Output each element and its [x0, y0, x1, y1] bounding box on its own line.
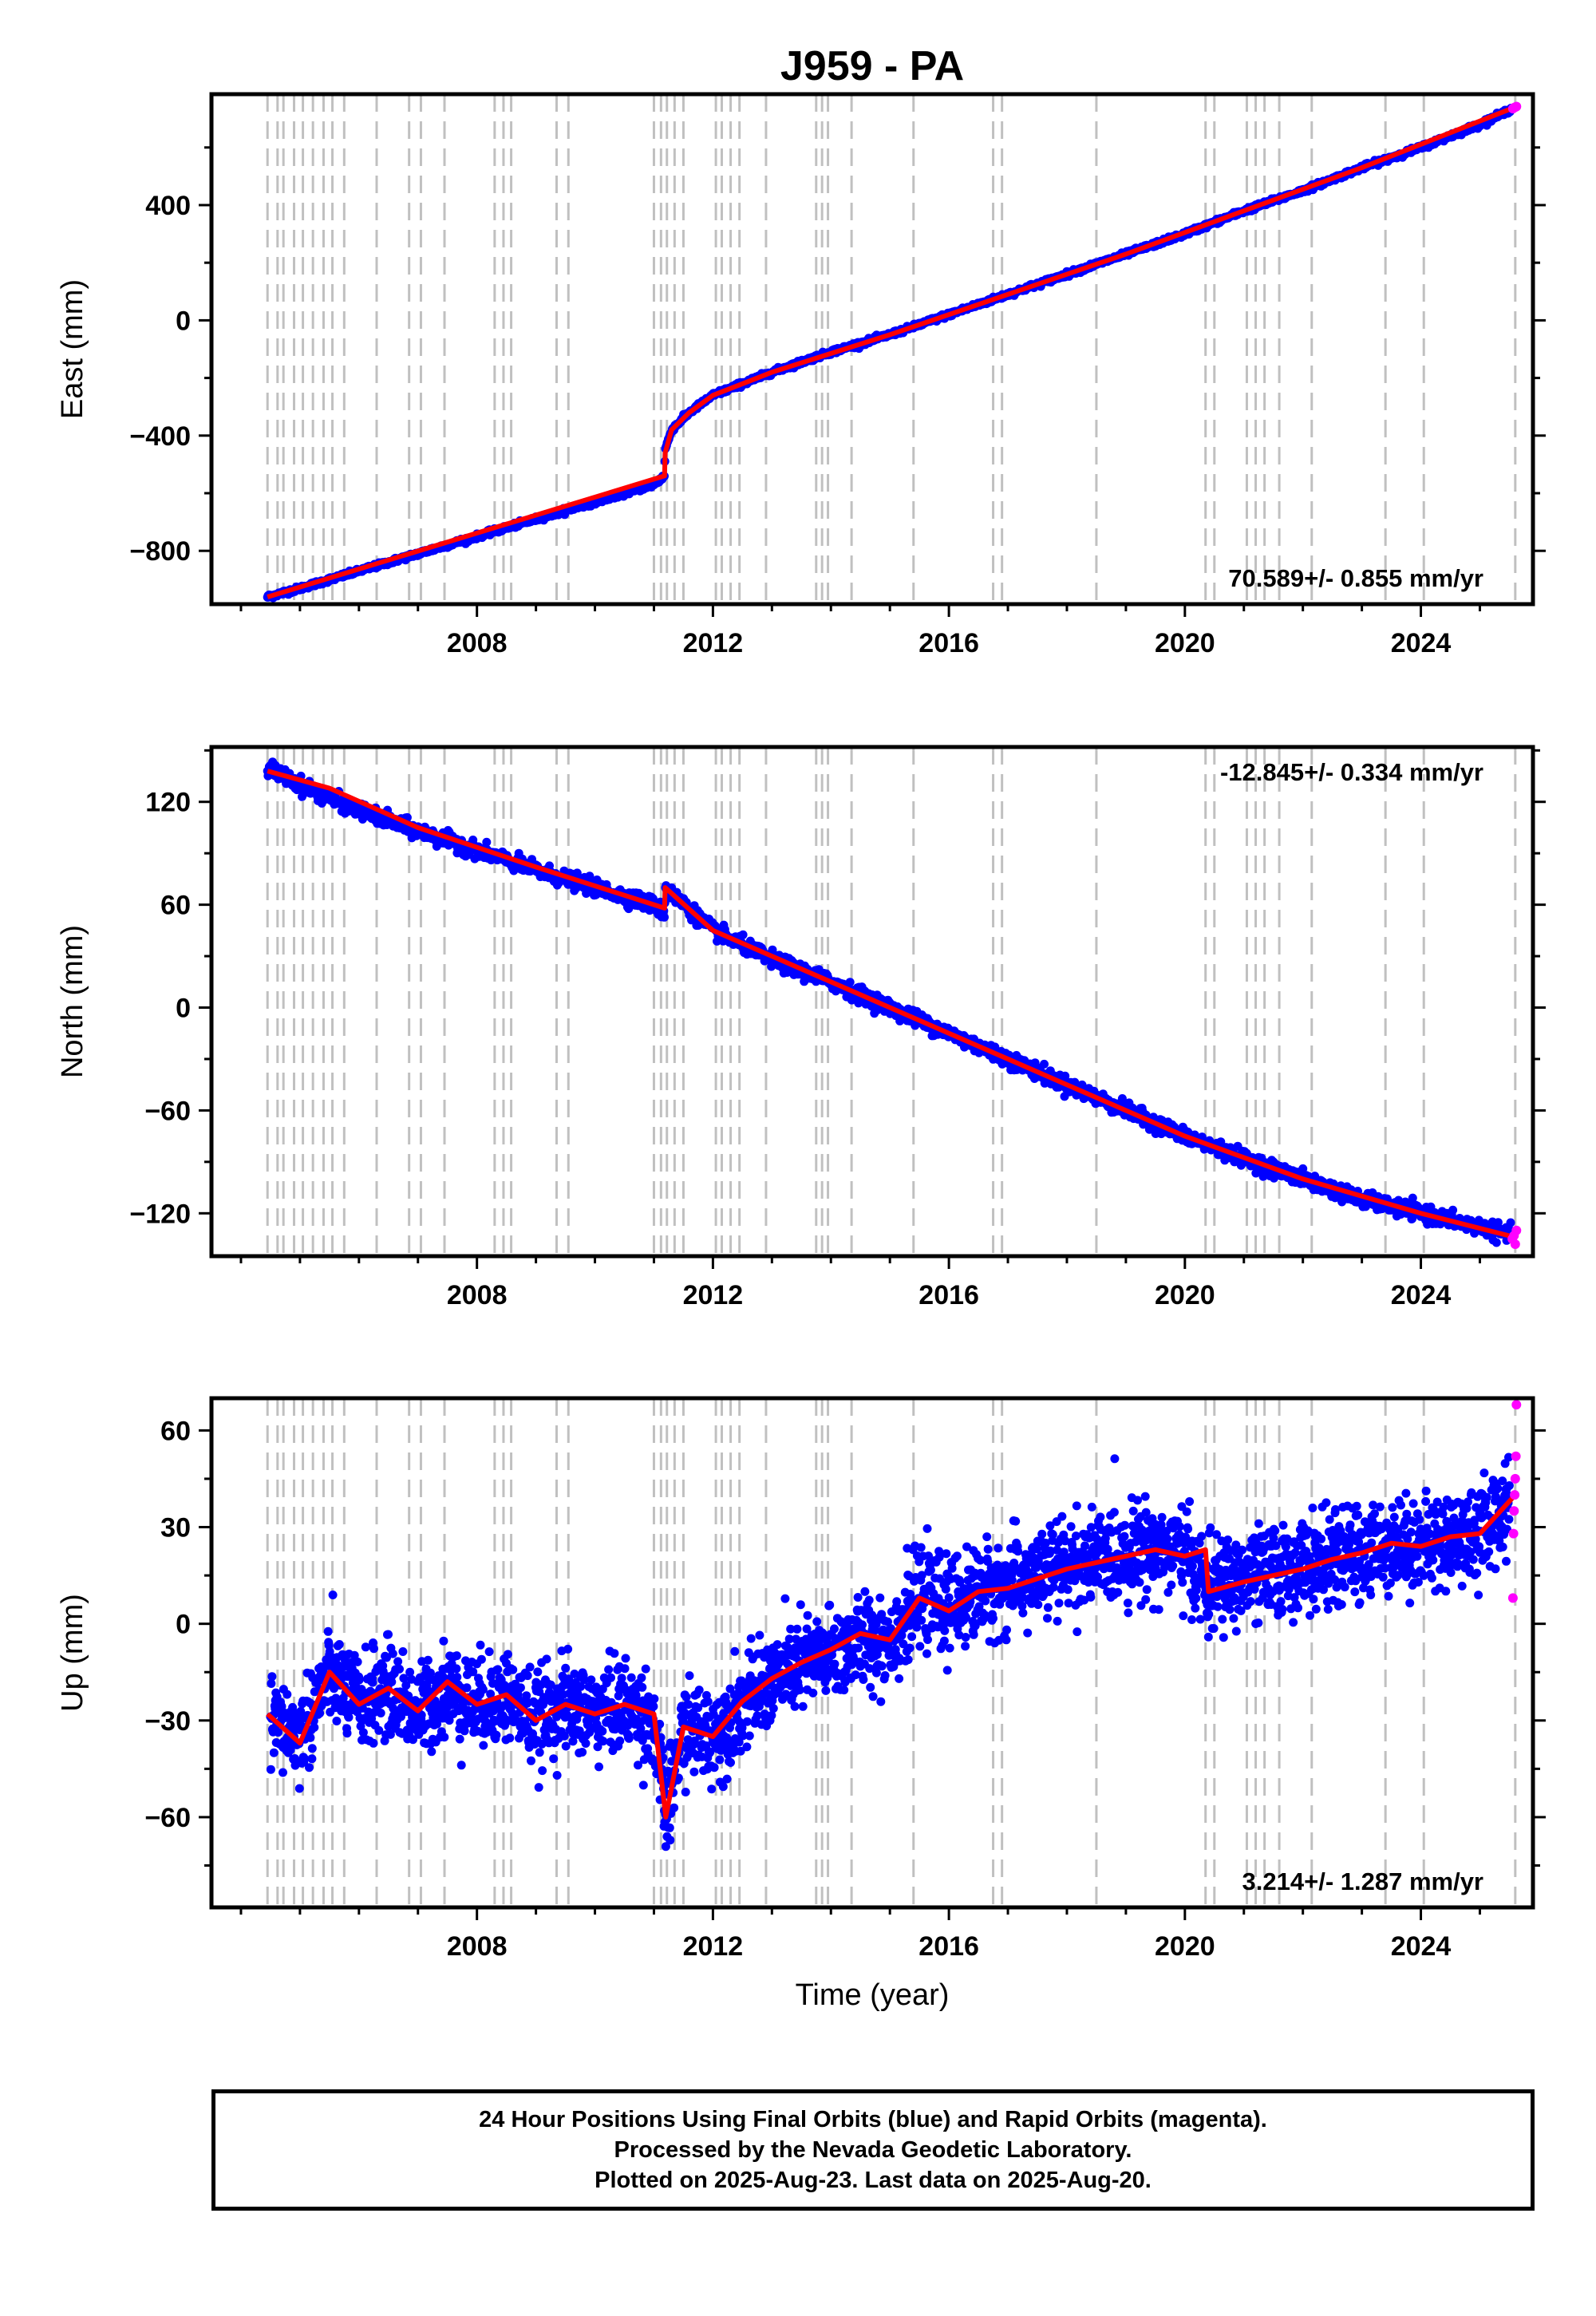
model-fit-line: [267, 105, 1516, 599]
data-point: [274, 1728, 283, 1737]
x-tick-label: 2020: [1155, 1280, 1215, 1310]
y-tick-label: 120: [145, 788, 191, 818]
data-point: [1298, 1164, 1308, 1173]
data-point: [307, 1744, 317, 1753]
data-point: [369, 1644, 378, 1654]
data-point: [332, 1717, 342, 1725]
x-tick-label: 2020: [1155, 628, 1215, 658]
data-point: [305, 1763, 314, 1773]
x-tick-label: 2016: [918, 1280, 979, 1310]
data-point: [334, 1640, 344, 1649]
data-point: [354, 1675, 364, 1685]
data-point: [660, 912, 669, 922]
event-lines: [266, 94, 1517, 604]
x-tick-label: 2024: [1391, 628, 1452, 658]
x-tick-label: 2024: [1391, 1280, 1452, 1310]
data-point: [845, 978, 855, 987]
rapid-orbits-points: [1507, 1225, 1522, 1249]
chart-panels: 2008 2012 2016 2020 2024 −800 −400 0 400 East (mm…: [56, 92, 1546, 1962]
final-orbits-points: [266, 1452, 1514, 1852]
data-point: [1448, 1205, 1458, 1215]
data-point: [350, 1650, 359, 1660]
data-point: [384, 1630, 393, 1639]
panel-frame: [209, 92, 1535, 607]
data-point: [328, 1591, 338, 1599]
x-tick-label: 2012: [683, 628, 744, 658]
panel-east: 2008 2012 2016 2020 2024 −800 −400 0 400 East (mm…: [56, 92, 1546, 658]
y-tick-label: −400: [129, 421, 191, 452]
rapid-data-point: [1511, 1225, 1522, 1235]
data-point: [294, 1784, 304, 1793]
y-tick-label: 0: [176, 306, 191, 336]
data-point: [266, 1765, 275, 1774]
velocity-rate-label: -12.845+/- 0.334 mm/yr: [1220, 758, 1483, 786]
data-point: [358, 1728, 368, 1737]
y-tick-label: 400: [145, 191, 191, 221]
data-point: [374, 1725, 384, 1735]
velocity-rate-label: 70.589+/- 0.855 mm/yr: [1228, 564, 1483, 592]
data-point: [267, 1679, 276, 1688]
panel-frame: [209, 745, 1535, 1259]
data-point: [393, 1657, 403, 1666]
x-tick-label: 2012: [683, 1280, 744, 1310]
y-axis-title: East (mm): [56, 279, 89, 419]
data-point: [344, 1713, 354, 1722]
data-point: [1506, 1218, 1515, 1227]
data-point: [361, 1642, 370, 1652]
data-point: [1117, 1094, 1127, 1103]
x-tick-label: 2008: [447, 1280, 508, 1310]
data-point: [1408, 1193, 1417, 1203]
data-point: [279, 1768, 287, 1777]
data-point: [323, 1626, 333, 1636]
y-tick-label: 60: [160, 891, 191, 921]
data-point: [307, 1754, 317, 1764]
x-tick-label: 2008: [447, 628, 508, 658]
x-tick-label: 2016: [918, 628, 979, 658]
rapid-data-point: [1511, 101, 1522, 112]
y-tick-label: −800: [129, 536, 191, 567]
data-point: [310, 1723, 319, 1732]
final-orbits-points: [263, 757, 1517, 1247]
data-point: [342, 1729, 352, 1738]
data-point: [368, 1678, 377, 1687]
data-point: [387, 1678, 397, 1686]
rapid-data-point: [1510, 1239, 1520, 1249]
data-point: [282, 1690, 292, 1699]
data-point: [353, 1657, 362, 1666]
data-point: [369, 1738, 378, 1748]
rapid-orbits-points: [1507, 101, 1522, 114]
y-tick-label: −60: [144, 1096, 191, 1126]
data-point: [376, 1709, 385, 1717]
data-point: [482, 837, 492, 847]
y-axis-title: North (mm): [56, 925, 89, 1078]
data-point: [306, 1733, 315, 1742]
y-tick-label: 0: [176, 994, 191, 1024]
data-point: [269, 1748, 279, 1757]
model-fit-line: [267, 769, 1516, 1240]
data-point: [300, 1754, 310, 1764]
y-tick-label: −120: [129, 1199, 191, 1229]
data-point: [1493, 1218, 1503, 1227]
data-point: [738, 930, 748, 939]
data-point: [1491, 1238, 1501, 1247]
data-point: [267, 1672, 277, 1682]
data-point: [1216, 1137, 1226, 1147]
panel-north: 2008 2012 2016 2020 2024 −120 −60 0 60 120 North (…: [56, 745, 1546, 1310]
chart-title: J959 - PA: [780, 43, 964, 89]
data-point: [1040, 1059, 1049, 1069]
data-point: [388, 1649, 397, 1658]
data-point: [277, 1701, 286, 1711]
data-point: [385, 1729, 395, 1739]
data-point: [315, 1709, 325, 1718]
event-lines: [266, 747, 1517, 1256]
